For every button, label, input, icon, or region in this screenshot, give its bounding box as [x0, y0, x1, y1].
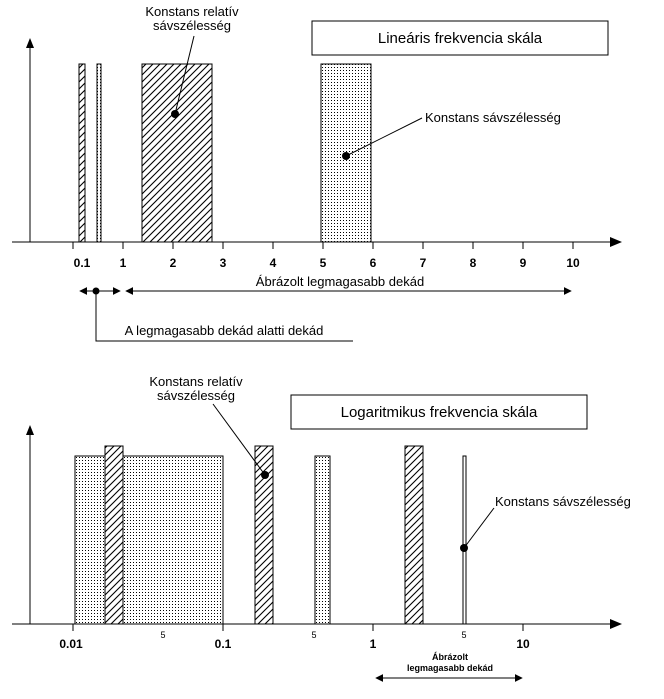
top-lower-decade-dot: [92, 287, 100, 295]
bottom-x-axis-arrow: [610, 619, 622, 629]
top-y-axis-arrow: [26, 38, 34, 48]
bottom-title: Logaritmikus frekvencia skála: [341, 404, 538, 421]
linear-scale-chart: 0.1 1 2 3 4 5 6 7 8 9 10 Lineáris frekve…: [12, 4, 622, 342]
top-tick-10: 10: [566, 256, 580, 270]
bottom-minor-5-a: 5: [160, 630, 165, 640]
top-tick-1: 1: [120, 256, 127, 270]
bottom-band-thin: [462, 455, 467, 625]
top-tick-labels: 0.1 1 2 3 4 5 6 7 8 9 10: [74, 256, 580, 270]
top-band-hatched-large: [141, 63, 213, 243]
bottom-highest-decade-line1: Ábrázolt: [432, 652, 468, 662]
top-tick-3: 3: [220, 256, 227, 270]
bottom-title-box: [290, 394, 588, 430]
bottom-tick-1: 1: [370, 637, 377, 651]
bottom-callout-relative-line1: Konstans relatív: [149, 374, 243, 389]
bottom-callout-constant-leader: [463, 507, 495, 549]
top-tick-7: 7: [420, 256, 427, 270]
bottom-tick-0.01: 0.01: [59, 637, 83, 651]
top-tick-5: 5: [320, 256, 327, 270]
top-tick-9: 9: [520, 256, 527, 270]
top-title-box: [311, 20, 609, 56]
top-tick-0.1: 0.1: [74, 256, 91, 270]
bottom-tick-10: 10: [516, 637, 530, 651]
top-callout-relative-leader: [174, 35, 195, 115]
bottom-callout-constant: Konstans sávszélesség: [495, 494, 631, 509]
bottom-band-hatched-3: [404, 445, 424, 625]
top-highest-decade-label: Ábrázolt legmagasabb dekád: [256, 274, 424, 289]
bottom-callout-relative-dot: [261, 471, 269, 479]
top-callout-constant: Konstans sávszélesség: [425, 110, 561, 125]
bottom-highest-decade-line2: legmagasabb dekád: [407, 663, 493, 673]
bottom-ticks: [72, 624, 524, 631]
bottom-minor-5-c: 5: [461, 630, 466, 640]
top-callout-relative-line2: sávszélesség: [153, 18, 231, 33]
top-below-decade-leader: [95, 294, 353, 342]
top-band-hatched-thin: [96, 63, 102, 243]
bottom-tick-0.1: 0.1: [215, 637, 232, 651]
bottom-callout-relative-leader: [212, 403, 266, 476]
top-ticks: [72, 242, 574, 249]
top-below-decade-label: A legmagasabb dekád alatti dekád: [125, 323, 324, 338]
top-callout-constant-leader: [345, 117, 423, 157]
bottom-band-dotted-wide: [74, 455, 224, 625]
top-callout-relative-dot: [171, 110, 179, 118]
top-callout-constant-dot: [342, 152, 350, 160]
top-title: Lineáris frekvencia skála: [378, 30, 543, 47]
bottom-tick-labels: 0.01 0.1 1 10 5 5 5: [59, 630, 530, 651]
bottom-minor-5-b: 5: [311, 630, 316, 640]
top-tick-4: 4: [270, 256, 277, 270]
top-tick-8: 8: [470, 256, 477, 270]
bottom-band-hatched-1: [104, 445, 124, 625]
log-scale-chart: 0.01 0.1 1 10 5 5 5 Logaritmikus frekven…: [12, 374, 631, 682]
bottom-callout-relative-line2: sávszélesség: [157, 388, 235, 403]
top-band-hatched-small: [78, 63, 86, 243]
bottom-y-axis-arrow: [26, 425, 34, 435]
bottom-callout-constant-dot: [460, 544, 468, 552]
bottom-band-hatched-2: [254, 445, 274, 625]
top-tick-6: 6: [370, 256, 377, 270]
top-x-axis-arrow: [610, 237, 622, 247]
bottom-band-dotted-narrow: [314, 455, 331, 625]
top-tick-2: 2: [170, 256, 177, 270]
top-callout-relative-line1: Konstans relatív: [145, 4, 239, 19]
